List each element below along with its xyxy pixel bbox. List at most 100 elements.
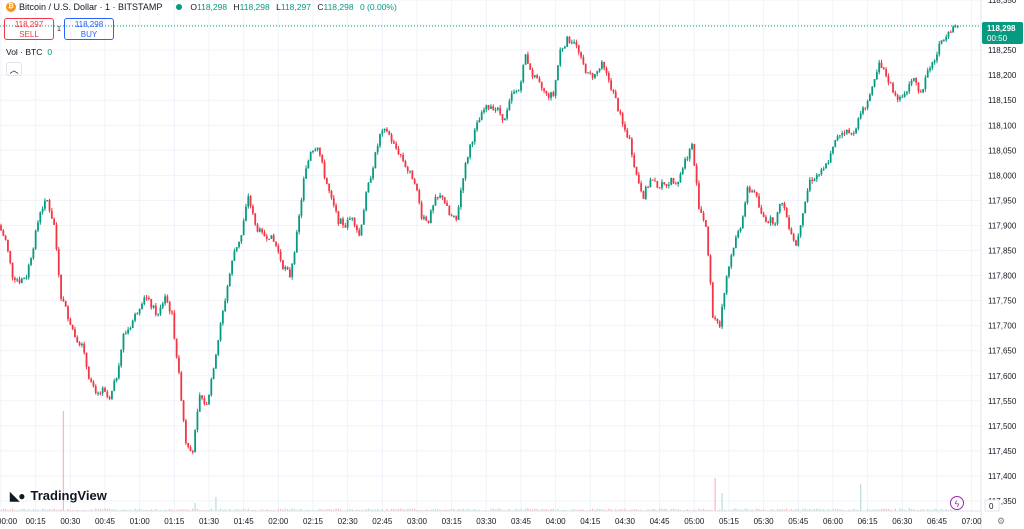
volume-bar [296,509,298,511]
volume-bar [178,509,180,511]
volume-bar [196,508,199,511]
symbol-title[interactable]: Bitcoin / U.S. Dollar · 1 · BITSTAMP [19,2,163,12]
candle-body [915,78,918,83]
candle-body [688,149,691,159]
volume-bar [252,509,254,511]
candle-body [141,303,143,309]
candle-body [529,63,532,70]
volume-legend[interactable]: Vol · BTC 0 [6,47,52,57]
candle-body [691,143,693,150]
volume-bar [499,508,501,511]
candle-body [191,451,194,453]
bitcoin-icon: ₿ [6,2,16,12]
volume-bar [233,509,236,511]
tradingview-logo[interactable]: ◣● TradingView [10,488,107,503]
candle-body [74,329,76,338]
candle-body [420,202,423,219]
x-tick-label: 06:15 [858,517,879,526]
market-status-icon[interactable] [176,4,183,10]
candle-body [859,113,862,119]
candle-body [300,200,303,216]
candle-body [873,79,876,87]
candle-body [171,311,173,313]
volume-bar [561,509,564,511]
volume-bar [432,509,434,511]
volume-bar [155,508,157,511]
volume-bar [462,508,464,511]
ohlc-values: O118,298 H118,298 L118,297 C118,298 0 (0… [190,2,397,12]
candle-body [506,109,509,119]
volume-bar [176,509,178,511]
candle-body [374,152,377,169]
candle-body [908,84,911,92]
candle-body [48,200,51,211]
candle-body [106,391,109,398]
candle-body [681,168,684,175]
candle-body [656,181,659,188]
sell-button[interactable]: 118,297 SELL [4,18,54,40]
volume-bar [474,508,476,511]
candle-body [852,133,855,135]
y-tick-label: 117,600 [988,372,1017,381]
volume-bar [548,509,550,511]
candle-body [677,181,680,184]
candle-body [871,86,874,95]
candle-body [730,255,733,267]
candle-body [476,122,478,130]
volume-bar [675,509,677,511]
candle-body [783,203,786,209]
chevron-up-icon[interactable]: ︿ [6,62,22,76]
volume-bar [122,509,125,511]
volume-bar [194,503,196,511]
candle-body [557,65,559,81]
candle-body [520,81,522,91]
candle-body [570,42,573,44]
volume-bar [277,508,279,511]
candle-body [418,190,421,203]
candle-body [492,106,495,111]
volume-bar [793,509,795,511]
y-tick-label: 117,550 [988,397,1017,406]
gear-icon[interactable]: ⚙ [997,516,1006,526]
volume-bar [67,508,69,511]
volume-bar [400,508,402,511]
candle-body [427,220,430,223]
volume-bar [873,509,876,511]
volume-bar [208,509,210,511]
volume-bar [534,508,536,511]
candle-body [695,165,698,184]
candle-body [295,232,298,253]
candle-body [942,39,945,41]
volume-bar [164,509,166,511]
volume-bar [145,509,148,511]
candle-body [251,206,254,214]
volume-bar [90,509,92,511]
candle-body [319,147,321,156]
y-tick-label: 118,050 [988,146,1017,155]
candle-body [945,36,948,40]
candle-body [543,88,545,91]
candle-body [649,179,652,188]
volume-bar [492,508,494,511]
volume-bar [786,508,788,511]
lightning-icon[interactable]: ϟ [950,496,964,510]
volume-bar [934,508,936,511]
volume-bar [312,509,314,511]
volume-bar [508,508,511,511]
volume-bar [201,509,203,511]
volume-bar [601,509,603,511]
candle-body [795,240,797,246]
buy-button[interactable]: 118,298 BUY [64,18,114,40]
candle-body [32,248,35,259]
candle-body [173,312,176,339]
candle-body [566,36,569,47]
candle-body [631,138,633,156]
candle-body [758,196,760,208]
volume-bar [957,509,959,511]
candle-body [369,178,372,183]
volume-bar [806,509,809,511]
candle-body [64,301,67,307]
candle-body [806,190,809,202]
volume-bar [319,508,321,511]
